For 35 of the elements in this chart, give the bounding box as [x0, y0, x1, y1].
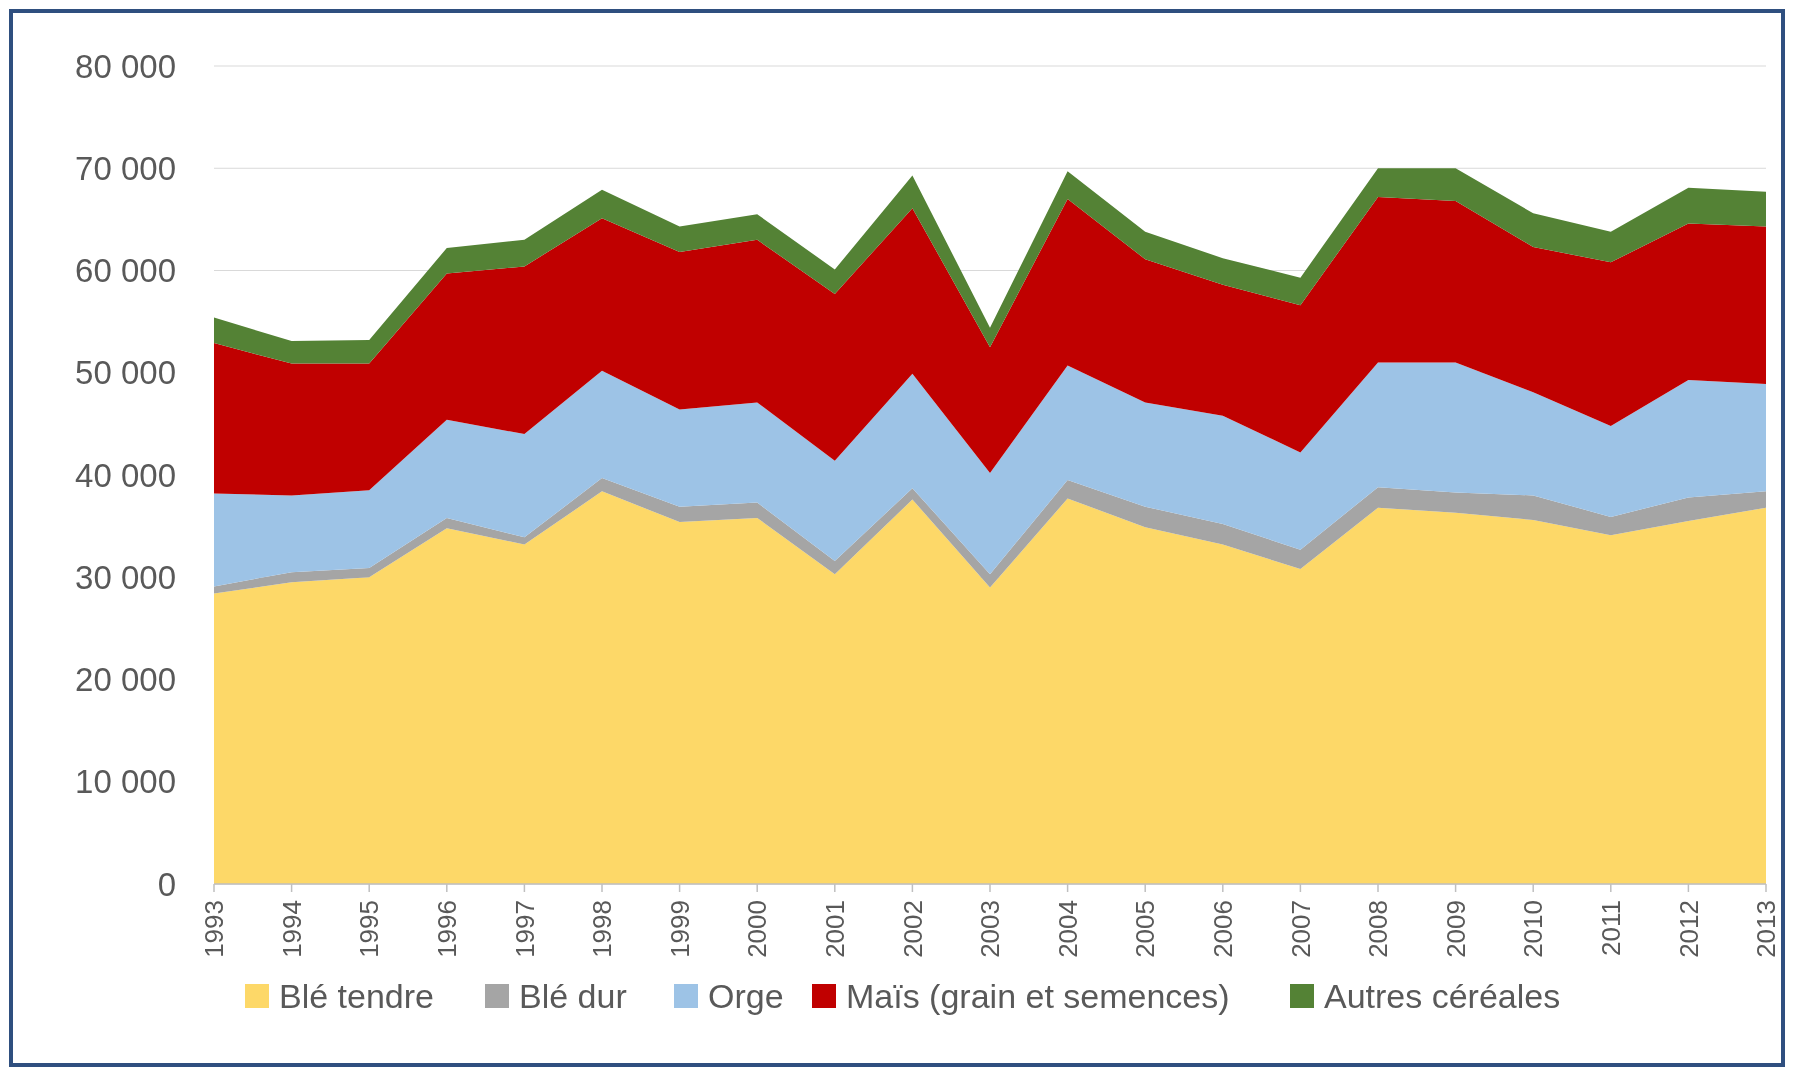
y-tick-label: 20 000	[75, 661, 176, 699]
x-tick-label: 2008	[1363, 900, 1394, 958]
y-tick-label: 30 000	[75, 558, 176, 596]
x-tick-label: 2011	[1595, 900, 1626, 956]
y-tick-label: 60 000	[75, 252, 176, 290]
legend-label: Blé tendre	[279, 976, 434, 1015]
x-tick-label: 1993	[199, 900, 230, 958]
x-tick-label: 1999	[664, 900, 695, 958]
y-tick-label: 70 000	[75, 149, 176, 187]
y-tick-label: 40 000	[75, 456, 176, 494]
x-tick-label: 2000	[742, 900, 773, 958]
legend-label: Autres céréales	[1324, 976, 1561, 1015]
x-tick-label: 1996	[431, 900, 462, 958]
x-tick-label: 1998	[587, 900, 618, 958]
x-tick-label: 2002	[897, 900, 928, 958]
x-tick-label: 1994	[276, 900, 307, 958]
x-tick-label: 2013	[1751, 900, 1782, 958]
y-tick-label: 0	[157, 865, 176, 903]
legend-label: Blé dur	[519, 976, 627, 1015]
x-tick-label: 1997	[509, 900, 540, 958]
legend-label: Orge	[708, 976, 784, 1015]
x-tick-label: 1995	[354, 900, 385, 958]
x-tick-label: 2012	[1673, 900, 1704, 958]
x-tick-label: 2006	[1207, 900, 1238, 958]
x-tick-label: 2001	[819, 900, 850, 958]
x-tick-label: 2010	[1518, 900, 1549, 958]
y-tick-label: 50 000	[75, 354, 176, 392]
x-tick-label: 2003	[975, 900, 1006, 958]
y-tick-label: 10 000	[75, 763, 176, 801]
legend-label: Maïs (grain et semences)	[846, 976, 1230, 1015]
x-tick-label: 2004	[1052, 900, 1083, 958]
y-tick-label: 80 000	[75, 47, 176, 85]
x-tick-label: 2009	[1440, 900, 1471, 958]
x-tick-label: 2005	[1130, 900, 1161, 958]
x-tick-label: 2007	[1285, 900, 1316, 958]
